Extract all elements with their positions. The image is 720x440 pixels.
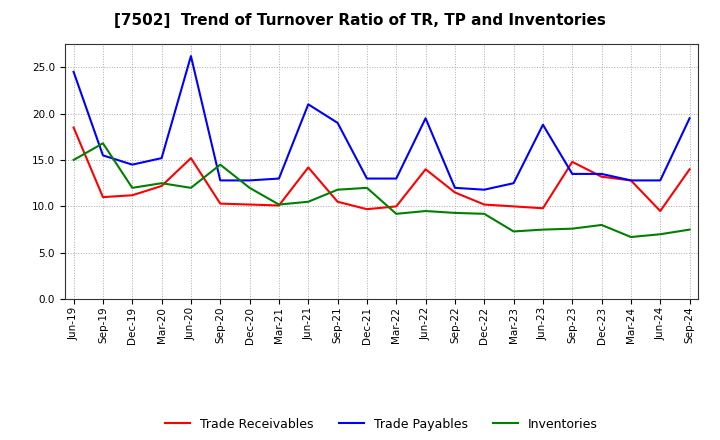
Trade Payables — [128, 162, 137, 167]
Trade Payables — [480, 187, 489, 192]
Trade Payables — [186, 53, 195, 59]
Inventories — [626, 235, 635, 240]
Inventories — [539, 227, 547, 232]
Inventories — [656, 231, 665, 237]
Trade Receivables — [363, 206, 372, 212]
Trade Payables — [99, 153, 107, 158]
Trade Receivables — [304, 165, 312, 170]
Trade Receivables — [392, 204, 400, 209]
Inventories — [128, 185, 137, 191]
Trade Payables — [656, 178, 665, 183]
Line: Trade Payables: Trade Payables — [73, 56, 690, 190]
Trade Receivables — [128, 193, 137, 198]
Trade Payables — [568, 171, 577, 176]
Trade Payables — [451, 185, 459, 191]
Inventories — [363, 185, 372, 191]
Trade Payables — [216, 178, 225, 183]
Trade Payables — [539, 122, 547, 127]
Trade Payables — [509, 180, 518, 186]
Line: Trade Receivables: Trade Receivables — [73, 128, 690, 211]
Inventories — [509, 229, 518, 234]
Trade Receivables — [157, 183, 166, 189]
Trade Receivables — [186, 155, 195, 161]
Inventories — [480, 211, 489, 216]
Trade Receivables — [626, 178, 635, 183]
Inventories — [157, 180, 166, 186]
Trade Payables — [598, 171, 606, 176]
Trade Payables — [157, 155, 166, 161]
Inventories — [274, 202, 283, 207]
Inventories — [568, 226, 577, 231]
Trade Payables — [246, 178, 254, 183]
Trade Receivables — [568, 159, 577, 165]
Inventories — [99, 141, 107, 146]
Trade Payables — [392, 176, 400, 181]
Trade Receivables — [509, 204, 518, 209]
Trade Payables — [69, 69, 78, 74]
Trade Receivables — [656, 209, 665, 214]
Trade Receivables — [99, 194, 107, 200]
Trade Receivables — [274, 203, 283, 208]
Trade Receivables — [246, 202, 254, 207]
Legend: Trade Receivables, Trade Payables, Inventories: Trade Receivables, Trade Payables, Inven… — [161, 413, 603, 436]
Trade Payables — [363, 176, 372, 181]
Inventories — [421, 209, 430, 214]
Trade Receivables — [333, 199, 342, 205]
Trade Receivables — [69, 125, 78, 130]
Trade Receivables — [480, 202, 489, 207]
Trade Payables — [333, 120, 342, 125]
Trade Receivables — [421, 167, 430, 172]
Trade Payables — [421, 116, 430, 121]
Trade Payables — [304, 102, 312, 107]
Trade Payables — [274, 176, 283, 181]
Inventories — [69, 158, 78, 163]
Inventories — [186, 185, 195, 191]
Inventories — [304, 199, 312, 205]
Inventories — [451, 210, 459, 216]
Inventories — [392, 211, 400, 216]
Trade Payables — [685, 116, 694, 121]
Inventories — [598, 222, 606, 227]
Inventories — [685, 227, 694, 232]
Line: Inventories: Inventories — [73, 143, 690, 237]
Inventories — [333, 187, 342, 192]
Trade Receivables — [598, 174, 606, 180]
Trade Payables — [626, 178, 635, 183]
Trade Receivables — [216, 201, 225, 206]
Inventories — [216, 162, 225, 167]
Text: [7502]  Trend of Turnover Ratio of TR, TP and Inventories: [7502] Trend of Turnover Ratio of TR, TP… — [114, 13, 606, 28]
Trade Receivables — [451, 190, 459, 195]
Trade Receivables — [685, 167, 694, 172]
Trade Receivables — [539, 205, 547, 211]
Inventories — [246, 185, 254, 191]
